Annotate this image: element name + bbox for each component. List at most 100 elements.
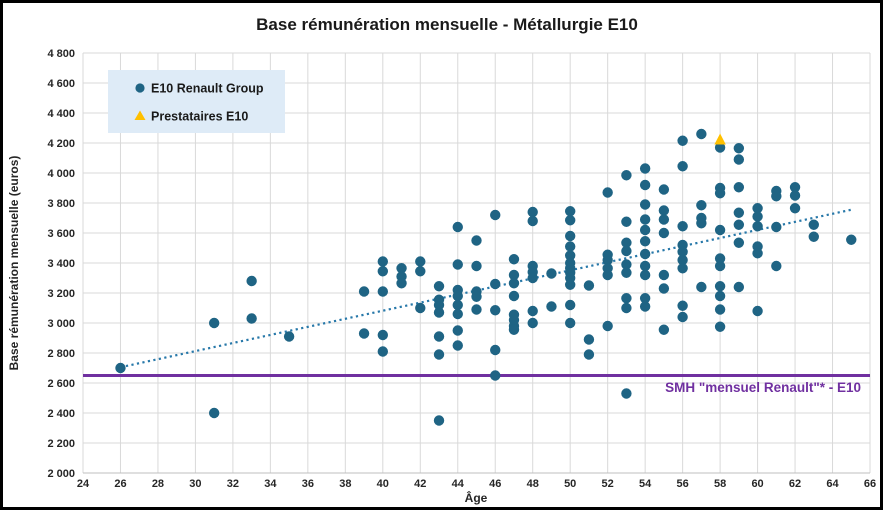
renault-data-point [621, 293, 632, 304]
renault-data-point [639, 214, 651, 225]
renault-data-point [433, 349, 445, 360]
renault-data-point [639, 260, 651, 272]
renault-data-point [733, 281, 745, 293]
renault-data-point [396, 263, 407, 274]
x-tick-label: 40 [377, 478, 389, 490]
renault-data-point [358, 328, 370, 339]
legend: E10 Renault Group Prestataires E10 [108, 70, 285, 133]
renault-data-point [621, 245, 632, 257]
renault-data-point [696, 281, 707, 293]
renault-data-point [377, 266, 389, 277]
renault-data-point [415, 256, 426, 267]
renault-data-point [115, 362, 126, 374]
renault-data-point [733, 219, 745, 230]
renault-data-point [452, 340, 463, 351]
renault-data-point [433, 307, 445, 318]
x-axis-title: Âge [465, 490, 488, 505]
renault-data-point [621, 388, 632, 399]
smh-reference-line-label: SMH "mensuel Renault"* - E10 [665, 380, 861, 395]
legend-background [108, 70, 285, 133]
chart-title: Base rémunération mensuelle - Métallurgi… [256, 15, 638, 34]
renault-data-point [639, 163, 651, 174]
x-tick-label: 34 [264, 478, 277, 490]
renault-data-point [677, 263, 688, 274]
renault-data-point [714, 188, 726, 199]
x-tick-label: 26 [114, 478, 126, 490]
renault-data-point [639, 293, 651, 304]
renault-data-point [246, 313, 257, 324]
renault-data-point [639, 224, 651, 236]
renault-data-point [639, 301, 651, 312]
renault-data-point [602, 269, 613, 281]
renault-data-point [527, 206, 538, 218]
triangle-marker-icon [134, 110, 146, 120]
renault-data-point [471, 235, 482, 246]
renault-data-point [602, 320, 613, 332]
renault-data-point [696, 218, 707, 229]
renault-data-point [639, 199, 651, 210]
x-tick-label: 36 [302, 478, 314, 490]
y-tick-label: 2 400 [47, 408, 75, 420]
x-tick-label: 46 [489, 478, 501, 490]
renault-data-point [208, 407, 220, 419]
renault-data-point [396, 278, 407, 289]
renault-data-point [377, 286, 389, 297]
renault-data-point [733, 154, 745, 165]
renault-data-point [808, 219, 819, 230]
renault-data-point [583, 280, 595, 291]
circle-marker-icon [135, 83, 145, 93]
renault-data-point [433, 331, 445, 342]
renault-data-point [789, 182, 801, 193]
x-tick-label: 48 [527, 478, 539, 490]
y-tick-label: 2 600 [47, 378, 75, 390]
renault-data-point [377, 329, 389, 341]
renault-data-point [490, 344, 501, 356]
x-tick-label: 60 [751, 478, 763, 490]
renault-data-point [658, 283, 670, 294]
renault-data-point [508, 269, 520, 281]
renault-data-point [283, 331, 295, 342]
y-tick-label: 2 200 [47, 438, 75, 450]
renault-data-point [639, 248, 651, 260]
x-tick-label: 42 [414, 478, 426, 490]
x-tick-label: 30 [189, 478, 201, 490]
renault-data-point [452, 299, 463, 311]
x-tick-label: 56 [676, 478, 688, 490]
renault-data-point [677, 221, 688, 232]
renault-data-point [508, 254, 520, 265]
renault-data-point [583, 349, 595, 360]
renault-data-point [415, 266, 426, 277]
renault-data-point [564, 317, 576, 329]
y-tick-label: 4 600 [47, 78, 75, 90]
y-axis-title: Base rémunération mensuelle (euros) [7, 156, 21, 371]
y-tick-label: 4 400 [47, 108, 75, 120]
renault-data-point [546, 301, 557, 312]
renault-data-point [658, 205, 670, 216]
renault-data-point [771, 260, 782, 272]
renault-data-point [564, 230, 576, 242]
renault-data-point [621, 302, 632, 314]
prestataire-data-point [714, 133, 726, 145]
renault-data-point [639, 236, 651, 247]
renault-data-point [621, 170, 632, 181]
renault-data-point [246, 275, 257, 287]
y-tick-label: 3 400 [47, 258, 75, 270]
renault-data-point [452, 308, 463, 320]
renault-data-point [490, 209, 501, 221]
x-tick-label: 58 [714, 478, 726, 490]
renault-data-point [583, 334, 595, 345]
renault-data-point [696, 200, 707, 211]
renault-data-point [564, 241, 576, 252]
renault-data-point [846, 234, 857, 245]
renault-data-point [752, 248, 763, 259]
renault-data-point [752, 203, 763, 214]
chart-lines [83, 208, 870, 377]
renault-data-point [471, 260, 482, 272]
renault-data-point [714, 304, 726, 315]
renault-data-point [639, 269, 651, 281]
renault-data-point [677, 300, 688, 311]
renault-data-point [564, 250, 576, 261]
renault-data-point [677, 135, 688, 146]
trend-line [120, 208, 852, 369]
